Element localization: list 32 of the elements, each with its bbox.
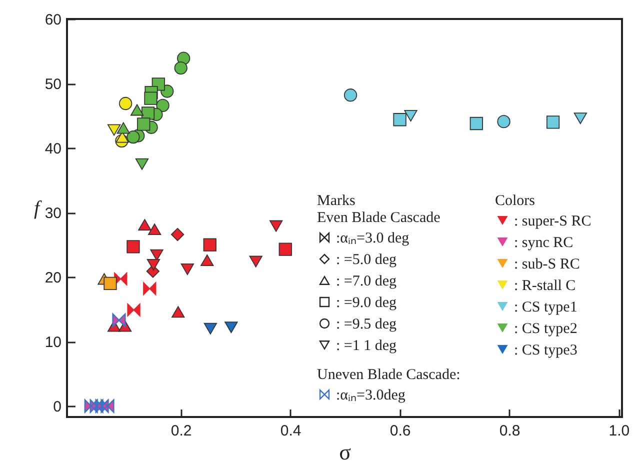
y-tick-label: 20 xyxy=(44,270,62,287)
annotation: Even Blade Cascade xyxy=(317,210,441,226)
annotation: Marks xyxy=(317,193,356,209)
legend-title: Colors xyxy=(495,193,536,209)
y-axis-title: f xyxy=(34,198,42,220)
legend-label: : R-stall C xyxy=(514,278,576,294)
legend-label: : CS type2 xyxy=(514,321,578,337)
x-axis-title: σ xyxy=(339,440,352,464)
x-tick-label: 0.4 xyxy=(280,422,302,440)
legend-label: : CS type1 xyxy=(514,300,578,316)
annotation: : =9.5 deg xyxy=(336,316,398,332)
annotation: :αᵢₙ=3.0 deg xyxy=(336,230,410,246)
x-tick-label: 0.2 xyxy=(170,422,192,440)
legend-label: : super-S RC xyxy=(514,214,592,230)
y-tick-label: 10 xyxy=(44,334,62,352)
x-tick-label: 0.8 xyxy=(499,422,520,440)
x-tick-label: 1.0 xyxy=(608,422,630,440)
legend-label: : sync RC xyxy=(514,235,574,251)
legend-label: : sub-S RC xyxy=(514,256,580,272)
annotation: Uneven Blade Cascade: xyxy=(317,367,460,383)
annotation: : =1 1 deg xyxy=(336,338,398,354)
legend-label: : CS type3 xyxy=(514,342,578,358)
annotation: : =9.0 deg xyxy=(336,295,398,311)
annotation: : =5.0 deg xyxy=(336,252,398,268)
y-tick-label: 40 xyxy=(44,140,62,158)
y-tick-label: 0 xyxy=(53,398,62,416)
annotation: : =7.0 deg xyxy=(336,274,398,290)
y-tick-label: 30 xyxy=(44,205,62,222)
y-tick-label: 60 xyxy=(44,12,62,28)
y-tick-label: 50 xyxy=(44,76,62,94)
annotation: :αᵢₙ=3.0deg xyxy=(336,388,406,404)
x-tick-label: 0.6 xyxy=(390,422,411,440)
